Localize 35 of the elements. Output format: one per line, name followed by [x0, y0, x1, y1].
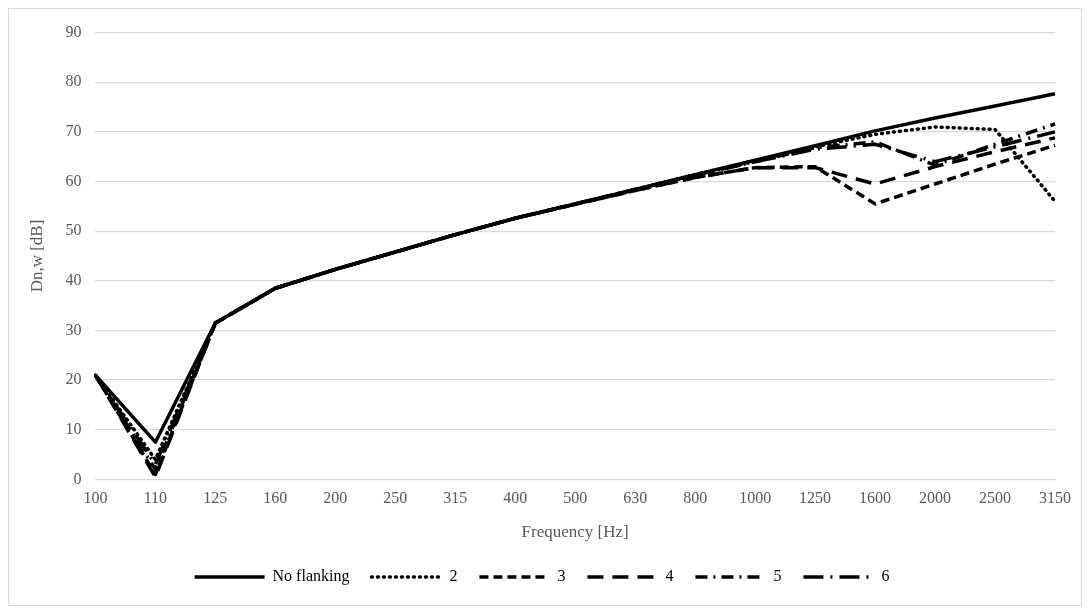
x-tick-label: 400 [503, 489, 528, 507]
x-axis-title: Frequency [Hz] [521, 522, 629, 542]
x-tick-label: 160 [263, 489, 288, 507]
x-tick-label: 250 [383, 489, 408, 507]
x-tick-label: 100 [83, 489, 108, 507]
y-tick-label: 30 [65, 320, 82, 338]
legend-label: 2 [449, 567, 458, 585]
legend-label: 5 [773, 567, 782, 585]
x-tick-label: 315 [443, 489, 468, 507]
x-tick-label: 200 [323, 489, 348, 507]
x-tick-label: 125 [203, 489, 228, 507]
y-tick-label: 70 [65, 122, 82, 140]
x-tick-label: 1000 [739, 489, 772, 507]
y-tick-label: 10 [65, 419, 82, 437]
x-tick-label: 1600 [859, 489, 892, 507]
y-tick-label: 60 [65, 171, 82, 189]
x-tick-label: 630 [623, 489, 648, 507]
x-tick-label: 1250 [799, 489, 832, 507]
y-axis-title: Dn,w [dB] [26, 219, 46, 293]
y-tick-label: 90 [65, 22, 82, 40]
y-tick-label: 50 [65, 221, 82, 239]
y-tick-label: 40 [65, 271, 82, 289]
legend-label: 3 [557, 567, 566, 585]
legend-label: 4 [665, 567, 674, 585]
x-tick-label: 800 [683, 489, 708, 507]
y-tick-label: 80 [65, 72, 82, 90]
y-tick-label: 20 [65, 370, 82, 388]
legend-label: 6 [881, 567, 890, 585]
legend-label: No flanking [272, 567, 350, 586]
x-tick-label: 110 [143, 489, 168, 507]
x-tick-label: 3150 [1039, 489, 1071, 507]
x-tick-label: 2000 [919, 489, 952, 507]
x-tick-label: 2500 [979, 489, 1012, 507]
x-tick-label: 500 [563, 489, 588, 507]
y-tick-label: 0 [73, 469, 82, 487]
